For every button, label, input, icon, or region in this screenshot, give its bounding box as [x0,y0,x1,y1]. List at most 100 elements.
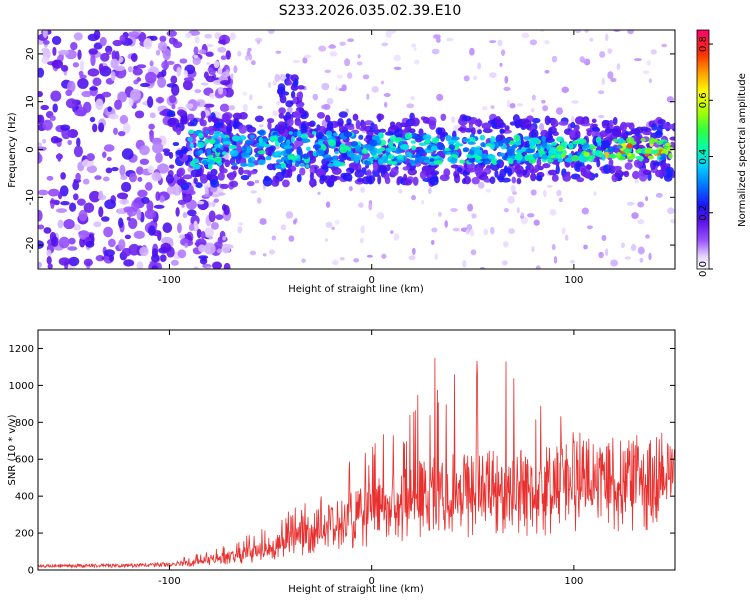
spectral-blob [186,113,195,121]
spectral-blob [607,48,613,54]
spectral-blob [360,225,365,234]
spectral-blob [604,248,609,257]
spectral-blob [221,71,230,78]
y-tick-label: 600 [15,455,34,466]
spectral-blob [385,147,392,153]
spectral-blob [542,105,549,112]
spectral-blob [540,129,549,138]
spectral-blob [89,190,101,203]
spectral-blob [137,176,143,182]
spectral-blob [139,145,150,156]
spectral-blob [128,243,140,256]
spectral-blob [222,235,226,241]
spectral-blob [230,73,234,80]
spectral-blob [384,131,394,136]
spectral-blob [200,119,207,127]
spectral-blob [222,113,231,123]
spectral-blob [433,160,443,165]
spectral-blob [429,176,439,186]
spectral-blob [157,76,167,88]
spectral-blob [330,175,338,182]
spectral-blob [300,133,309,140]
spectral-blob [652,161,663,166]
spectral-blob [562,173,572,182]
spectral-blob [570,121,576,129]
spectral-blob [195,101,201,107]
spectral-blob [589,37,594,42]
spectral-blob [358,202,364,208]
spectral-blob [213,60,220,69]
spectral-blob [557,157,563,163]
spectral-blob [229,149,239,157]
spectral-blob [143,38,153,50]
spectral-blob [623,122,633,128]
spectral-blob [269,135,279,142]
spectral-blob [611,128,622,137]
spectral-blob [279,73,286,82]
spectral-blob [46,175,54,181]
spectral-blob [601,234,607,241]
spectral-blob [662,124,670,129]
spectral-blob [318,140,323,146]
spectral-blob [109,254,115,262]
spectral-blob [285,147,293,155]
spectral-blob [72,62,80,68]
spectral-blob [346,118,352,126]
spectral-blob [564,234,569,241]
spectral-blob [145,182,153,191]
spectral-blob [305,164,310,169]
spectral-blob [290,135,295,143]
spectral-blob [536,144,541,151]
spectral-blob [256,197,262,204]
spectral-blob [529,39,538,46]
spectral-blob [87,68,100,77]
spectral-blob [59,185,69,197]
spectral-blob [120,175,128,180]
spectral-blob [128,172,138,183]
spectral-blob [240,174,250,181]
spectral-blob [67,246,78,251]
spectral-blob [655,130,663,136]
spectral-blob [266,163,275,171]
spectral-blob [41,56,50,64]
spectral-blob [346,125,355,131]
spectral-blob [610,259,618,267]
spectral-blob [422,116,430,124]
spectral-blob [118,239,126,251]
spectral-blob [328,139,336,147]
spectral-blob [312,144,322,150]
spectral-blob [121,148,134,160]
spectral-blob [520,212,525,217]
spectral-blob [461,178,467,185]
spectral-blob [146,200,154,212]
spectral-blob [342,173,353,182]
spectral-blob [197,132,204,139]
spectral-blob [624,162,633,170]
spectral-blob [83,202,95,214]
spectral-blob [419,170,427,180]
spectral-blob [637,246,645,255]
spectral-blob [302,153,309,160]
spectral-blob [467,141,476,145]
spectral-blob [93,221,102,228]
spectral-blob [332,160,342,168]
spectral-blob [335,85,339,91]
spectral-blob [124,234,132,240]
spectral-blob [541,135,546,142]
spectral-blob [424,139,431,144]
spectral-blob [179,234,186,239]
spectral-blob [206,266,211,269]
spectral-blob [299,108,305,115]
spectral-blob [450,164,459,169]
spectral-blob [376,113,385,121]
spectral-blob [159,110,169,116]
spectral-blob [378,133,384,139]
spectral-blob [217,67,223,75]
spectral-blob [501,138,511,144]
spectral-blob [122,122,131,134]
spectral-blob [354,169,365,178]
spectral-blob [123,259,135,267]
spectral-blob [581,207,589,215]
spectral-blob [648,78,653,84]
